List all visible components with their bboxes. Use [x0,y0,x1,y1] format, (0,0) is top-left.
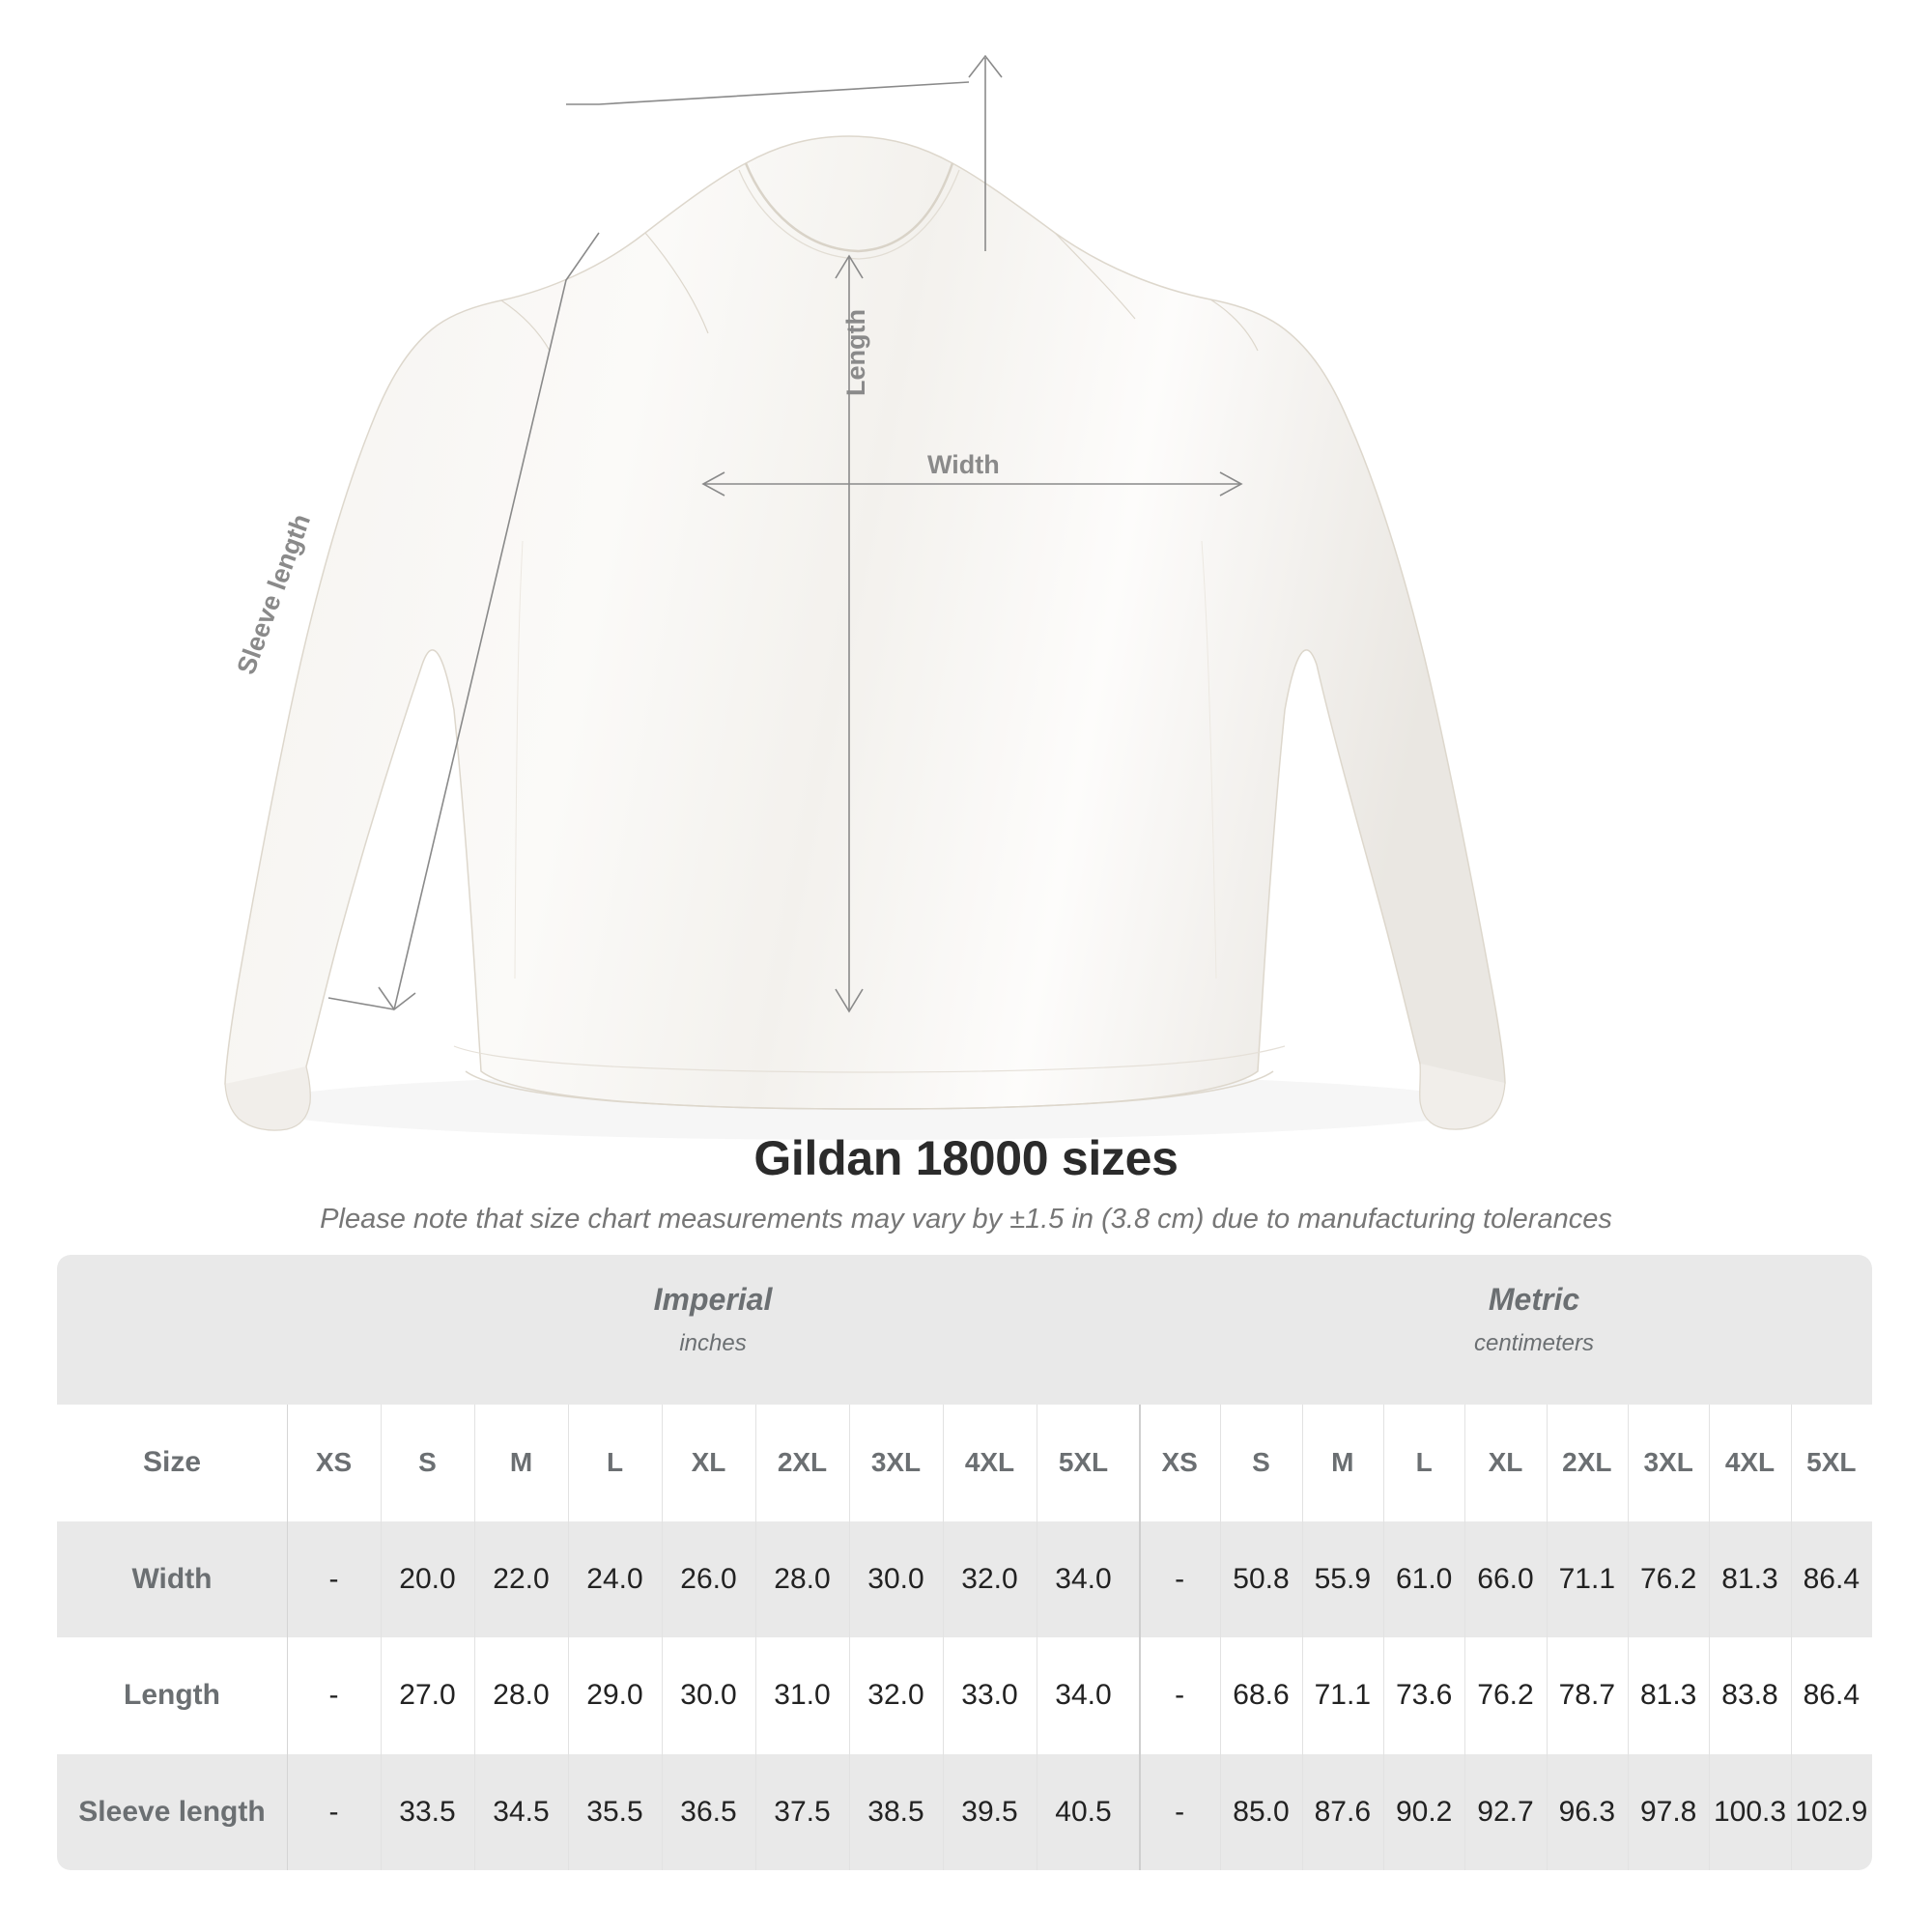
svg-text:Width: Width [927,450,1000,479]
svg-text:Length: Length [841,309,870,396]
